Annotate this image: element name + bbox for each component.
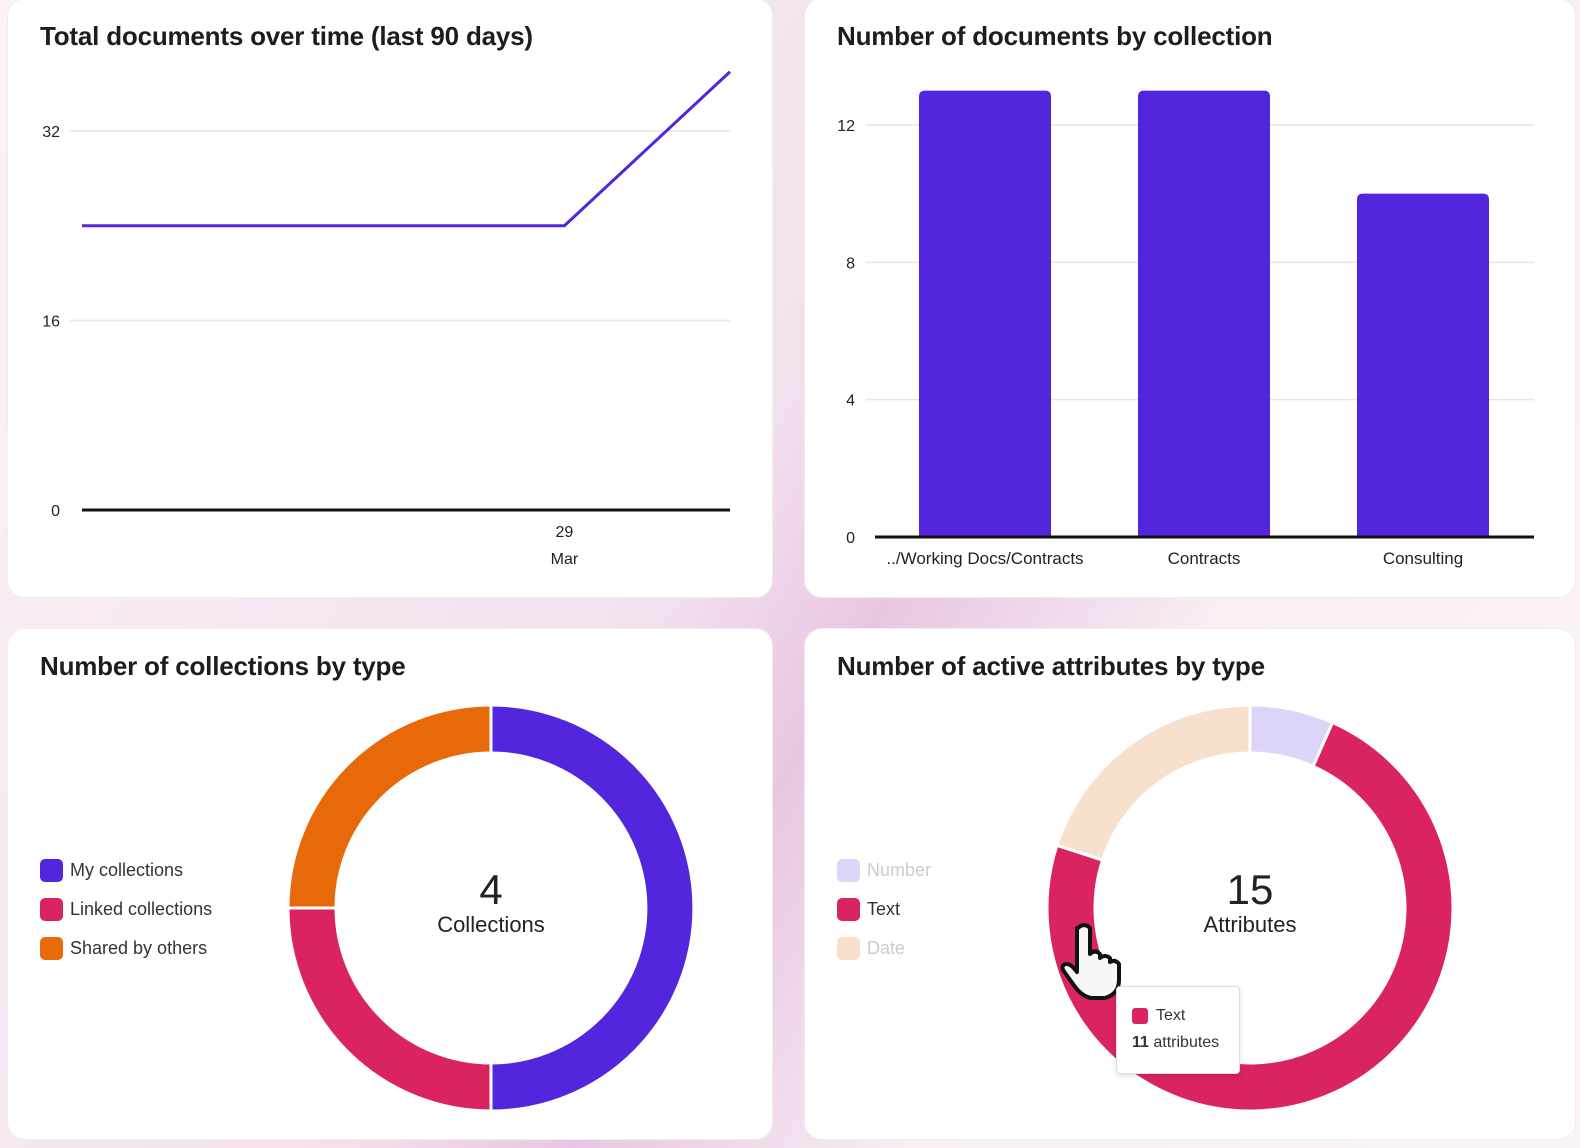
y-tick-label: 32 — [42, 124, 60, 141]
y-tick-label: 16 — [42, 314, 60, 331]
donut-slice — [1055, 703, 1252, 862]
y-tick-label: 4 — [846, 393, 855, 410]
tooltip-label: Text — [1156, 1007, 1186, 1024]
attributes-center: 15 Attributes — [1130, 868, 1370, 938]
legend-label: Date — [867, 938, 906, 958]
legend-label: Linked collections — [70, 899, 213, 919]
line-chart-card: Total documents over time (last 90 days) — [7, 0, 773, 598]
collections-legend: My collections Linked collections Shared… — [40, 851, 212, 968]
line-chart-title: Total documents over time (last 90 days) — [40, 21, 533, 51]
donut-slice — [286, 703, 493, 910]
legend-number[interactable]: Number — [837, 851, 931, 890]
collections-total: 4 — [479, 866, 503, 913]
y-tick-label: 12 — [837, 118, 855, 135]
legend-text[interactable]: Text — [837, 890, 931, 929]
legend-label: My collections — [70, 860, 184, 880]
x-tick-label: Mar — [551, 551, 579, 568]
collections-title: Number of collections by type — [40, 651, 406, 681]
attributes-center-label: Attributes — [1203, 912, 1297, 937]
tooltip-count: 11 — [1132, 1034, 1149, 1051]
bar — [919, 90, 1051, 538]
swatch — [837, 859, 860, 882]
attributes-legend: Number Text Date — [837, 851, 931, 968]
bar-chart-title: Number of documents by collection — [837, 21, 1273, 51]
x-tick-label: Contracts — [1168, 549, 1241, 568]
x-tick-label: 29 — [556, 524, 574, 541]
tooltip-count-suffix: attributes — [1148, 1034, 1220, 1051]
x-tick-label: ../Working Docs/Contracts — [886, 549, 1083, 568]
swatch — [40, 937, 63, 960]
swatch — [837, 937, 860, 960]
attributes-total: 15 — [1226, 866, 1274, 913]
collections-center-label: Collections — [437, 912, 545, 937]
donut-slice — [1045, 720, 1455, 1113]
donut-slice — [489, 703, 696, 1113]
legend-linked-collections[interactable]: Linked collections — [40, 890, 212, 929]
y-tick-label: 0 — [51, 503, 60, 520]
tooltip-swatch — [1132, 1008, 1148, 1024]
legend-label: Shared by others — [70, 938, 208, 958]
swatch — [40, 859, 63, 882]
swatch — [837, 898, 860, 921]
legend-my-collections[interactable]: My collections — [40, 851, 212, 890]
collections-center: 4 Collections — [371, 868, 611, 938]
bar — [1357, 193, 1489, 537]
y-tick-label: 0 — [846, 530, 855, 547]
legend-label: Number — [867, 860, 932, 880]
hand-cursor-icon — [1056, 920, 1126, 1005]
swatch — [40, 898, 63, 921]
attributes-title: Number of active attributes by type — [837, 651, 1265, 681]
series-line — [82, 70, 732, 228]
tooltip: Text 11 attributes — [1116, 986, 1240, 1074]
donut-slice — [286, 906, 493, 1113]
legend-label: Text — [867, 899, 901, 919]
y-tick-label: 8 — [846, 255, 855, 272]
legend-shared-by-others[interactable]: Shared by others — [40, 929, 212, 968]
legend-date[interactable]: Date — [837, 929, 931, 968]
x-tick-label: Consulting — [1383, 549, 1463, 568]
bar — [1138, 90, 1270, 538]
